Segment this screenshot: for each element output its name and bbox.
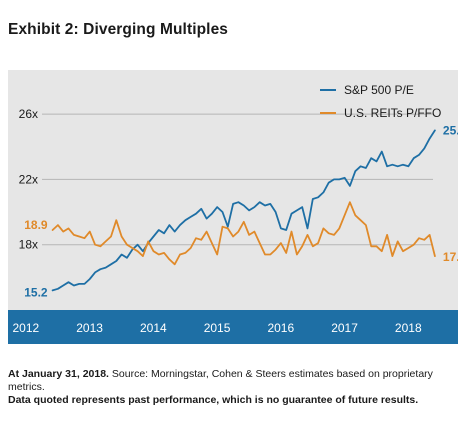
chart-title: Exhibit 2: Diverging Multiples	[8, 21, 229, 38]
start-value-label: 18.9	[24, 218, 48, 232]
x-tick-label: 2018	[395, 321, 422, 335]
x-tick-label: 2014	[140, 321, 167, 335]
end-value-label: 25.0	[443, 123, 458, 137]
legend-label: U.S. REITs P/FFO	[344, 106, 441, 120]
y-tick-label: 26x	[19, 107, 38, 121]
disclaimer: Data quoted represents past performance,…	[8, 394, 419, 406]
y-tick-label: 22x	[19, 172, 38, 186]
as-of-date: At January 31, 2018.	[8, 368, 109, 380]
source-text: Source: Morningstar, Cohen & Steers esti…	[8, 368, 433, 393]
legend-label: S&P 500 P/E	[344, 83, 414, 97]
labels-layer: 18x 22x 26x 2012 2013 2014 2015 2016 2017 2018 15.…	[12, 107, 458, 335]
x-tick-label: 2016	[267, 321, 294, 335]
x-tick-label: 2012	[12, 321, 39, 335]
series-layer	[51, 129, 436, 292]
x-tick-label: 2017	[331, 321, 358, 335]
start-value-label: 15.2	[24, 285, 48, 299]
footnote: At January 31, 2018. Source: Morningstar…	[8, 368, 460, 407]
gridlines	[42, 113, 433, 246]
x-axis-band	[8, 310, 458, 344]
y-tick-label: 18x	[19, 238, 38, 252]
end-value-label: 17.3	[443, 250, 458, 264]
legend: S&P 500 P/E U.S. REITs P/FFO	[320, 83, 441, 120]
x-tick-label: 2015	[204, 321, 231, 335]
chart-canvas: 18x 22x 26x 2012 2013 2014 2015 2016 2017 2018 15.…	[8, 70, 458, 344]
reits-line	[51, 201, 436, 266]
x-tick-label: 2013	[76, 321, 103, 335]
source-note: At January 31, 2018. Source: Morningstar…	[8, 368, 460, 394]
line-chart: 18x 22x 26x 2012 2013 2014 2015 2016 2017 2018 15.…	[8, 70, 458, 344]
plot-background	[8, 70, 458, 310]
sp500-line	[51, 129, 436, 292]
